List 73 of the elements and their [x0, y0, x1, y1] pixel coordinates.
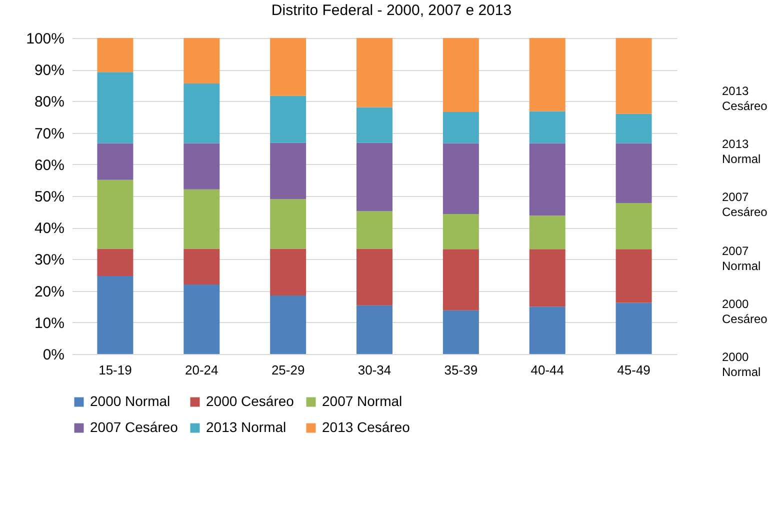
legend-label: 2007 Normal — [322, 393, 402, 409]
bar — [97, 143, 134, 180]
bar — [529, 306, 566, 354]
bar — [529, 216, 566, 250]
bar — [356, 38, 392, 108]
bar — [97, 72, 134, 144]
bar — [616, 302, 652, 354]
text: 2000 Normal — [722, 350, 762, 380]
bar — [442, 112, 479, 144]
legend-label: 2007 Cesáreo — [90, 419, 178, 435]
bar — [529, 143, 566, 216]
x-tick-label: 25-29 — [271, 362, 305, 378]
bar — [97, 276, 134, 354]
bar — [442, 310, 479, 354]
legend-label: 2013 Cesáreo — [322, 419, 410, 435]
y-tick-label: 10% — [34, 314, 64, 332]
bar — [270, 248, 306, 296]
bar — [356, 107, 392, 143]
x-tick-label: 20-24 — [185, 362, 218, 378]
bar — [97, 38, 134, 72]
bar — [442, 38, 479, 112]
bar — [616, 249, 652, 303]
text: 2000 Cesáreo — [722, 296, 768, 327]
bar — [97, 248, 134, 276]
text: 2013 Normal — [722, 136, 762, 167]
bar — [356, 305, 392, 354]
bar — [529, 111, 566, 144]
y-tick-label: 70% — [34, 125, 64, 142]
legend-label: 2000 Cesáreo — [206, 393, 294, 409]
bar — [529, 249, 566, 307]
bar — [616, 143, 652, 203]
legend-label: 2013 Normal — [206, 419, 286, 435]
legend-label: 2000 Normal — [90, 393, 170, 409]
text: 2013 Cesáreo — [722, 84, 768, 114]
y-tick-label: 20% — [34, 283, 64, 300]
bar — [270, 96, 306, 143]
bar — [356, 142, 392, 212]
x-tick-label: 30-34 — [358, 362, 392, 378]
y-tick-label: 60% — [34, 156, 64, 174]
bar — [442, 249, 479, 310]
text: 2007 Cesáreo — [722, 190, 768, 220]
y-tick-label: 40% — [34, 220, 64, 238]
text: 2007 Normal — [722, 244, 762, 274]
y-tick-label: 90% — [34, 62, 64, 80]
bar — [270, 38, 306, 96]
y-tick-label: 80% — [34, 94, 64, 111]
x-tick-label: 35-39 — [444, 362, 478, 378]
x-tick-label: 15-19 — [98, 362, 132, 378]
bar — [184, 38, 220, 84]
chart-title: Distrito Federal - 2000, 2007 e 2013 — [270, 2, 513, 19]
bar — [270, 199, 306, 249]
bar — [442, 214, 479, 250]
bar — [184, 143, 220, 190]
bar — [616, 202, 652, 250]
bar — [270, 142, 306, 200]
bar — [442, 143, 479, 214]
x-tick-label: 45-49 — [617, 362, 650, 378]
bar — [616, 38, 652, 114]
bar — [356, 248, 392, 306]
y-tick-label: 50% — [34, 188, 64, 206]
bar — [184, 189, 220, 249]
bar — [184, 248, 220, 284]
bar — [97, 180, 134, 249]
y-tick-label: 100% — [26, 30, 64, 48]
y-tick-label: 30% — [34, 252, 64, 269]
bar — [529, 38, 566, 112]
bar — [184, 84, 220, 144]
x-tick-label: 40-44 — [530, 362, 564, 378]
bar — [184, 284, 220, 354]
bar — [616, 114, 652, 144]
bar — [356, 211, 392, 249]
bar — [270, 296, 306, 354]
y-tick-label: 0% — [42, 346, 64, 364]
